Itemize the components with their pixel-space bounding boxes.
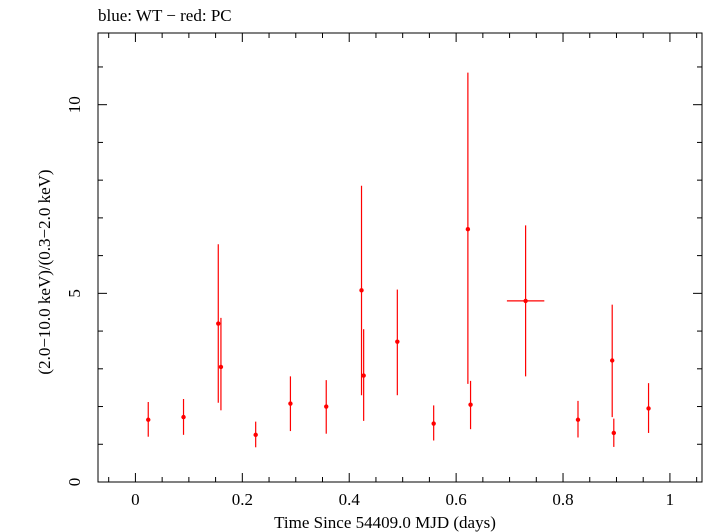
- point-marker: [359, 288, 364, 293]
- x-tick-label: 1: [666, 490, 675, 509]
- point-marker: [218, 364, 224, 370]
- plot-frame: [97, 32, 703, 483]
- data-point: [468, 380, 473, 430]
- point-marker: [646, 406, 651, 411]
- data-point: [253, 421, 258, 448]
- data-point: [324, 380, 329, 434]
- point-marker: [146, 417, 151, 422]
- point-marker: [523, 298, 528, 304]
- data-point: [359, 185, 364, 396]
- point-marker: [611, 430, 617, 436]
- point-marker: [181, 414, 186, 420]
- data-points: [146, 72, 651, 448]
- data-point: [395, 289, 400, 396]
- point-marker: [610, 358, 615, 363]
- point-marker: [216, 321, 221, 326]
- point-marker: [253, 432, 258, 438]
- point-marker: [465, 227, 471, 232]
- chart-title: blue: WT − red: PC: [98, 6, 232, 25]
- y-tick-label: 5: [65, 289, 84, 298]
- data-point: [506, 225, 545, 377]
- data-point: [575, 400, 581, 438]
- data-point: [431, 405, 436, 441]
- data-point: [181, 398, 186, 435]
- data-point: [216, 244, 221, 403]
- data-point: [361, 329, 366, 421]
- data-point: [218, 317, 224, 411]
- x-tick-label: 0.4: [339, 490, 361, 509]
- x-tick-label: 0.2: [232, 490, 253, 509]
- point-marker: [361, 373, 366, 378]
- point-marker: [288, 401, 293, 406]
- point-marker: [575, 417, 581, 422]
- data-point: [288, 376, 293, 432]
- y-tick-label: 10: [65, 96, 84, 113]
- data-point: [146, 402, 151, 437]
- data-point: [646, 383, 651, 433]
- x-axis-label: Time Since 54409.0 MJD (days): [274, 513, 496, 532]
- x-tick-label: 0.8: [552, 490, 573, 509]
- data-point: [611, 418, 617, 447]
- point-marker: [431, 421, 436, 426]
- data-point: [610, 304, 615, 418]
- y-axis-ticks: 0 5 10: [65, 66, 702, 487]
- x-tick-label: 0.6: [445, 490, 466, 509]
- point-marker: [324, 404, 329, 409]
- y-axis-label: (2.0−10.0 keV)/(0.3−2.0 keV): [35, 169, 54, 374]
- point-marker: [468, 402, 473, 407]
- point-marker: [395, 339, 400, 344]
- y-tick-label: 0: [65, 478, 84, 487]
- data-point: [465, 72, 471, 384]
- x-axis-ticks: 0 0.2 0.4 0.6 0.8 1: [108, 33, 698, 509]
- x-tick-label: 0: [131, 490, 140, 509]
